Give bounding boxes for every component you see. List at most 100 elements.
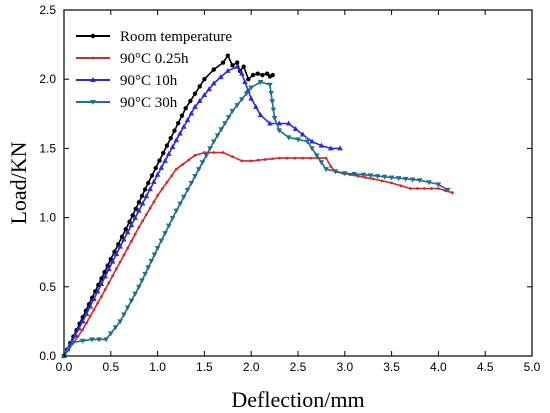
data-point	[229, 109, 236, 115]
legend-label: 90°C 10h	[120, 73, 178, 89]
data-point	[206, 86, 212, 92]
data-point	[249, 159, 253, 163]
data-point	[234, 60, 240, 65]
data-point	[245, 87, 251, 93]
data-point	[123, 227, 128, 232]
data-point	[193, 153, 197, 157]
data-point	[380, 179, 384, 183]
data-point	[390, 181, 393, 185]
data-point	[111, 274, 115, 278]
data-point	[96, 282, 101, 288]
x-tick-label: 1.5	[196, 360, 213, 374]
data-point	[117, 319, 123, 325]
data-point	[96, 301, 100, 305]
data-point	[141, 219, 145, 223]
data-point	[154, 246, 161, 252]
x-tick-label: 1.0	[149, 360, 166, 374]
data-point	[132, 291, 138, 297]
data-point	[309, 156, 312, 160]
data-point	[210, 139, 217, 145]
legend-item: 90°C 10h	[76, 73, 178, 89]
x-tick-label: 0.5	[102, 360, 119, 374]
data-point	[143, 193, 150, 199]
data-point	[158, 164, 165, 170]
data-point	[197, 84, 202, 89]
series-1	[62, 151, 454, 358]
data-point	[212, 151, 216, 154]
data-point	[115, 267, 118, 271]
data-point	[337, 145, 343, 151]
data-point	[188, 110, 195, 116]
y-tick-label: 2.0	[39, 72, 56, 86]
y-tick-label: 0.5	[39, 280, 56, 294]
data-point	[292, 126, 299, 132]
data-point	[183, 106, 188, 111]
data-point	[139, 200, 146, 206]
data-point	[285, 120, 292, 126]
data-point	[91, 56, 95, 60]
data-point	[211, 67, 216, 72]
data-point	[437, 187, 440, 190]
y-tick-label: 0.0	[39, 349, 56, 363]
data-point	[118, 260, 122, 264]
data-point	[257, 112, 264, 118]
data-point	[90, 100, 96, 105]
data-point	[255, 71, 260, 76]
data-point	[92, 308, 96, 312]
data-point	[225, 115, 232, 121]
legend-label: Room temperature	[120, 29, 232, 45]
data-point	[199, 160, 206, 166]
data-point	[147, 186, 153, 192]
data-point	[313, 153, 320, 159]
data-point	[65, 347, 72, 353]
data-point	[117, 243, 123, 249]
data-point	[122, 253, 126, 257]
data-point	[107, 281, 111, 285]
data-point	[85, 321, 88, 325]
data-point	[202, 77, 207, 82]
data-point	[399, 184, 403, 188]
data-point	[342, 171, 348, 177]
data-point	[217, 74, 224, 80]
data-point	[351, 172, 357, 178]
data-point	[94, 288, 101, 294]
data-point	[267, 120, 273, 126]
data-point	[184, 117, 191, 123]
data-point	[264, 71, 270, 76]
data-point	[158, 238, 165, 244]
data-point	[79, 318, 86, 324]
data-point	[415, 187, 419, 190]
series-3	[61, 79, 451, 359]
data-point	[166, 223, 172, 229]
data-point	[196, 97, 203, 103]
data-point	[160, 187, 164, 191]
data-point	[231, 155, 234, 159]
data-point	[166, 150, 172, 156]
data-point	[162, 157, 168, 163]
data-point	[192, 174, 198, 180]
data-point	[248, 85, 254, 91]
data-point	[81, 328, 85, 332]
data-point	[76, 325, 82, 331]
data-point	[164, 143, 170, 148]
data-point	[136, 284, 142, 290]
x-tick-label: 4.5	[477, 360, 494, 374]
data-point	[360, 172, 367, 178]
data-point	[72, 332, 79, 338]
data-point	[234, 63, 240, 69]
data-point	[89, 337, 95, 343]
data-point	[91, 295, 97, 301]
legend-item: 90°C 30h	[76, 95, 178, 111]
data-point	[103, 337, 109, 343]
data-point	[239, 70, 245, 76]
data-point	[188, 181, 195, 186]
y-tick-label: 1.0	[39, 211, 56, 225]
data-point	[70, 340, 77, 346]
data-point	[277, 156, 281, 160]
data-point	[83, 310, 90, 316]
data-point	[329, 164, 333, 168]
series-line	[63, 65, 341, 357]
data-point	[151, 252, 158, 258]
data-point	[426, 180, 432, 186]
